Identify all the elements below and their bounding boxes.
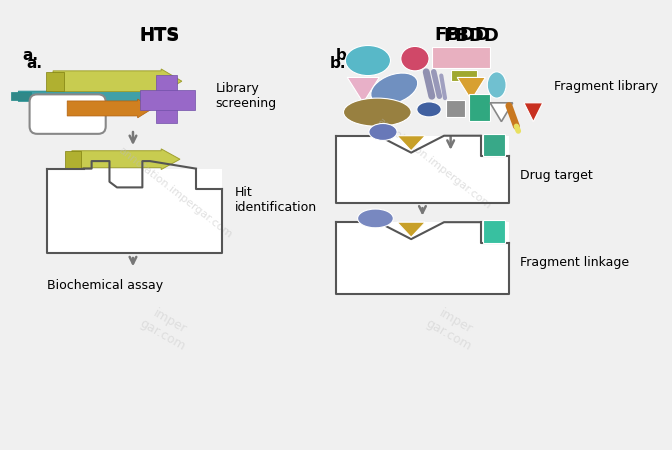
- Text: Library
screening: Library screening: [216, 82, 277, 110]
- Ellipse shape: [369, 123, 397, 140]
- Bar: [46, 72, 65, 90]
- Polygon shape: [490, 103, 513, 122]
- Ellipse shape: [371, 73, 418, 104]
- Polygon shape: [457, 77, 485, 100]
- FancyArrow shape: [67, 99, 153, 118]
- Bar: [157, 75, 177, 123]
- Polygon shape: [397, 136, 425, 151]
- Bar: [432, 47, 490, 68]
- Text: Fragment linkage: Fragment linkage: [520, 256, 629, 269]
- Bar: [46, 169, 222, 253]
- Text: FBDD: FBDD: [444, 27, 499, 45]
- Text: imper
gar.com: imper gar.com: [137, 304, 195, 353]
- FancyArrow shape: [18, 90, 155, 103]
- Text: Biochemical assay: Biochemical assay: [46, 279, 163, 292]
- Bar: [65, 151, 81, 168]
- Text: imper
gar.com: imper gar.com: [423, 304, 481, 353]
- Ellipse shape: [487, 72, 506, 98]
- Ellipse shape: [417, 102, 442, 117]
- Polygon shape: [397, 222, 425, 237]
- Text: Fragment library: Fragment library: [554, 81, 658, 93]
- Bar: [11, 93, 32, 100]
- Bar: [451, 70, 477, 81]
- Text: b.: b.: [330, 56, 346, 71]
- FancyArrow shape: [53, 69, 182, 94]
- Text: HTS: HTS: [139, 27, 179, 45]
- Text: b.: b.: [336, 48, 353, 63]
- Polygon shape: [524, 103, 543, 122]
- FancyArrow shape: [72, 149, 180, 170]
- Bar: [446, 100, 465, 117]
- Text: Drug target: Drug target: [520, 169, 593, 182]
- Text: FBDD: FBDD: [435, 26, 491, 44]
- Bar: [482, 220, 505, 243]
- Polygon shape: [347, 77, 379, 103]
- Text: Hit
identification: Hit identification: [235, 185, 317, 214]
- Ellipse shape: [343, 98, 411, 126]
- Text: a.: a.: [22, 48, 38, 63]
- Text: a.: a.: [27, 56, 42, 71]
- Ellipse shape: [358, 209, 393, 228]
- FancyBboxPatch shape: [30, 94, 106, 134]
- Text: HTS: HTS: [139, 26, 179, 44]
- Bar: [140, 90, 195, 110]
- Ellipse shape: [345, 45, 390, 76]
- Bar: [336, 136, 509, 203]
- Bar: [482, 134, 505, 157]
- Text: annotation.impergar.com: annotation.impergar.com: [116, 144, 234, 239]
- Text: annotation.impergar.com: annotation.impergar.com: [375, 117, 493, 212]
- Bar: [470, 94, 490, 121]
- Bar: [336, 222, 509, 293]
- Ellipse shape: [401, 46, 429, 71]
